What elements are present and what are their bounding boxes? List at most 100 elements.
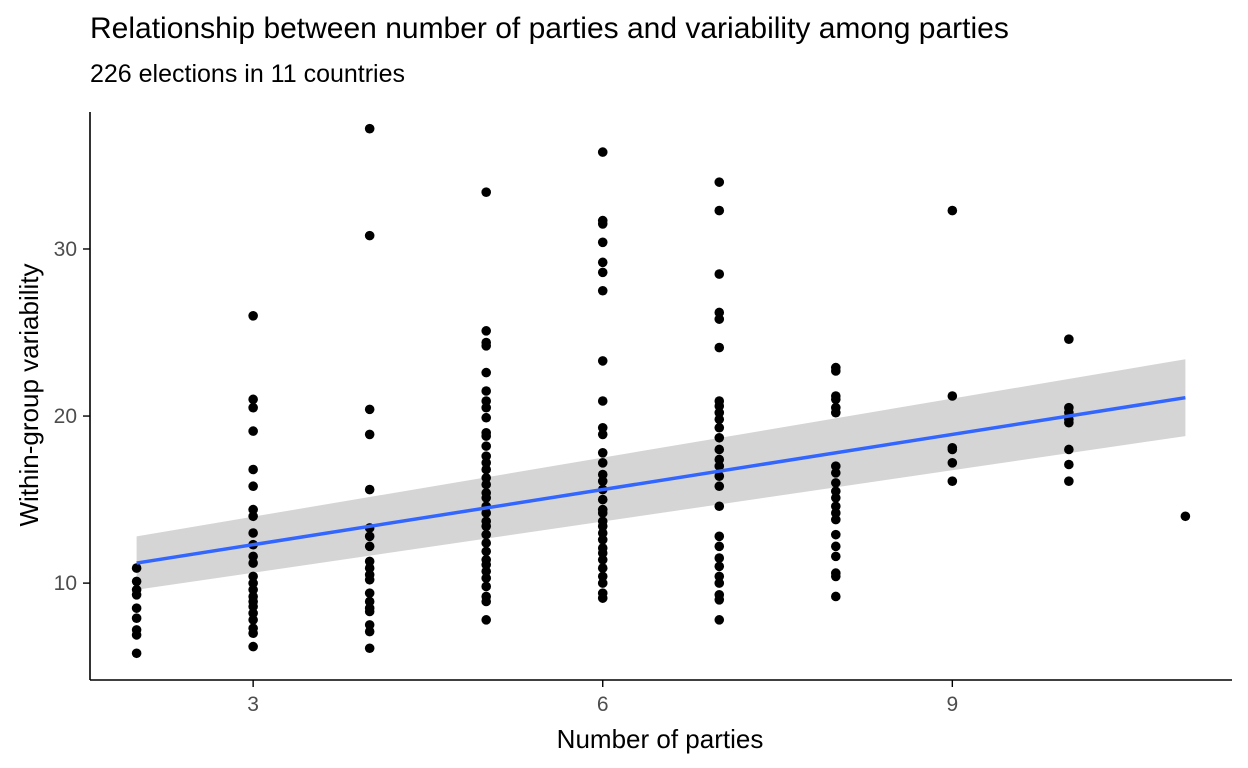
data-point bbox=[481, 326, 492, 336]
data-point bbox=[714, 314, 725, 324]
data-point bbox=[830, 478, 841, 488]
data-point bbox=[597, 257, 608, 268]
x-axis-label: Number of parties bbox=[557, 724, 764, 754]
data-point bbox=[714, 461, 725, 471]
data-point bbox=[131, 576, 142, 587]
confidence-band-layer bbox=[136, 359, 1186, 590]
data-point bbox=[131, 613, 142, 623]
data-point bbox=[947, 391, 958, 401]
data-point bbox=[481, 187, 492, 197]
data-point bbox=[364, 404, 375, 415]
data-point bbox=[481, 473, 492, 483]
data-point bbox=[714, 342, 725, 353]
data-point bbox=[597, 356, 608, 366]
data-point bbox=[830, 541, 841, 552]
data-point bbox=[131, 563, 142, 573]
data-point bbox=[714, 471, 725, 481]
data-point bbox=[481, 581, 492, 592]
data-point bbox=[481, 402, 492, 413]
data-point bbox=[364, 531, 375, 542]
data-point bbox=[248, 426, 258, 436]
data-point bbox=[481, 516, 492, 527]
data-point bbox=[597, 422, 608, 433]
data-point bbox=[364, 230, 375, 241]
data-point bbox=[364, 588, 375, 598]
data-point bbox=[714, 541, 725, 552]
data-point bbox=[131, 648, 142, 659]
data-point bbox=[481, 615, 492, 625]
data-point bbox=[248, 464, 258, 475]
data-point bbox=[248, 558, 258, 568]
data-point bbox=[248, 623, 258, 634]
data-point bbox=[714, 407, 725, 418]
data-point bbox=[714, 481, 725, 492]
data-point bbox=[248, 641, 258, 652]
data-point bbox=[248, 402, 258, 413]
data-point bbox=[830, 568, 841, 578]
data-point bbox=[597, 588, 608, 598]
data-point bbox=[481, 386, 492, 396]
y-axis-label: Within-group variability bbox=[14, 264, 44, 527]
data-point bbox=[714, 578, 725, 588]
data-point bbox=[364, 643, 375, 654]
data-point bbox=[1064, 476, 1074, 487]
data-point bbox=[714, 501, 725, 512]
data-point bbox=[597, 396, 608, 406]
data-point bbox=[714, 422, 725, 433]
data-point bbox=[714, 553, 725, 563]
data-point bbox=[597, 528, 608, 538]
data-point bbox=[364, 556, 375, 567]
data-point bbox=[947, 205, 958, 216]
data-point bbox=[481, 554, 492, 565]
data-point bbox=[364, 626, 375, 637]
data-point bbox=[248, 615, 258, 625]
data-point bbox=[248, 578, 258, 588]
data-point bbox=[364, 569, 375, 580]
data-point bbox=[248, 311, 258, 321]
data-point bbox=[481, 566, 492, 577]
data-point bbox=[714, 307, 725, 318]
data-point bbox=[248, 584, 258, 595]
data-point bbox=[248, 608, 258, 618]
y-tick-label: 30 bbox=[54, 238, 77, 261]
data-point bbox=[597, 578, 608, 588]
data-point bbox=[597, 516, 608, 527]
data-point bbox=[481, 591, 492, 602]
data-point bbox=[364, 123, 375, 134]
data-point bbox=[830, 461, 841, 471]
data-point bbox=[830, 529, 841, 540]
data-point bbox=[364, 596, 375, 607]
axes-layer: 3 6 9 10 20 30 bbox=[54, 112, 1232, 716]
data-point bbox=[248, 591, 258, 602]
data-point bbox=[597, 469, 608, 480]
data-point bbox=[597, 285, 608, 296]
data-point bbox=[1064, 334, 1074, 345]
data-point bbox=[714, 444, 725, 455]
chart-title: Relationship between number of parties a… bbox=[90, 12, 1009, 45]
data-points-layer bbox=[131, 123, 1191, 659]
data-point bbox=[714, 571, 725, 582]
data-point bbox=[364, 563, 375, 573]
data-point bbox=[830, 486, 841, 497]
data-point bbox=[248, 481, 258, 492]
data-point bbox=[481, 479, 492, 490]
y-tick-label: 20 bbox=[54, 405, 77, 428]
data-point bbox=[481, 508, 492, 518]
data-point bbox=[481, 464, 492, 475]
data-point bbox=[597, 534, 608, 545]
data-point bbox=[364, 541, 375, 552]
data-point bbox=[481, 529, 492, 540]
chart-subtitle: 226 elections in 11 countries bbox=[90, 60, 406, 88]
data-point bbox=[364, 603, 375, 613]
trend-line-layer bbox=[136, 395, 1186, 565]
data-point bbox=[714, 454, 725, 465]
data-point bbox=[830, 493, 841, 503]
data-point bbox=[248, 394, 258, 405]
data-point bbox=[248, 528, 258, 538]
x-tick-label: 9 bbox=[946, 693, 958, 716]
data-point bbox=[1064, 444, 1074, 455]
data-point bbox=[597, 504, 608, 515]
data-point bbox=[248, 551, 258, 562]
data-point bbox=[830, 551, 841, 562]
data-point bbox=[597, 147, 608, 157]
